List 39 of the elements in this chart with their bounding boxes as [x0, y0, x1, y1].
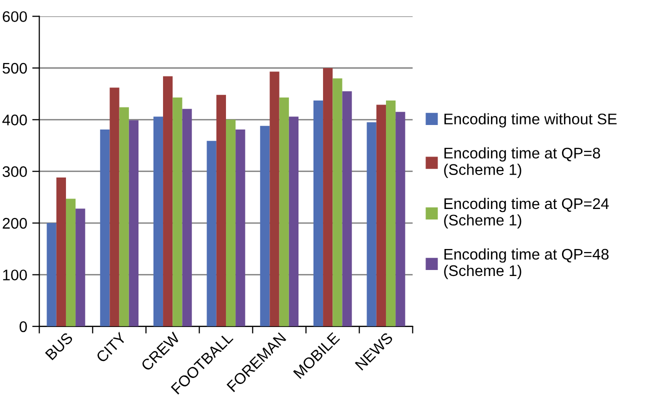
bar	[163, 76, 173, 326]
legend-label: Encoding time at QP=24 (Scheme 1)	[444, 198, 609, 229]
bar	[66, 198, 76, 326]
bar	[288, 116, 299, 326]
y-tick-label: 0	[20, 321, 27, 332]
bar	[46, 223, 56, 326]
bar	[216, 94, 226, 326]
y-tick-label: 200	[2, 218, 27, 229]
bar	[342, 91, 352, 326]
y-tick-label: 500	[2, 62, 27, 74]
y-tick-label: 100	[3, 270, 27, 280]
bar	[376, 104, 386, 326]
bar	[313, 100, 324, 326]
bar	[332, 78, 342, 326]
bar	[366, 122, 376, 326]
bar	[172, 97, 182, 326]
bar	[260, 126, 270, 326]
bar	[226, 120, 236, 326]
bar	[76, 208, 86, 326]
bar	[270, 72, 280, 326]
bar	[279, 97, 289, 326]
bar	[236, 130, 246, 326]
bar	[119, 107, 129, 326]
legend-label: Encoding time without SE	[444, 113, 617, 128]
y-tick-label: 400	[2, 114, 27, 126]
legend-label: Encoding time at QP=8 (Scheme 1)	[444, 147, 600, 178]
bar	[206, 140, 216, 326]
bar	[153, 116, 164, 326]
legend-label: Encoding time at QP=48 (Scheme 1)	[444, 248, 609, 280]
bar	[323, 68, 333, 326]
bar	[110, 88, 120, 326]
bar	[182, 108, 192, 326]
bar	[386, 100, 396, 326]
y-tick-label: 600	[2, 11, 27, 22]
bar	[56, 178, 66, 326]
bar	[100, 130, 110, 326]
bar	[396, 112, 406, 326]
bar	[128, 120, 139, 326]
y-tick-label: 300	[2, 166, 27, 178]
